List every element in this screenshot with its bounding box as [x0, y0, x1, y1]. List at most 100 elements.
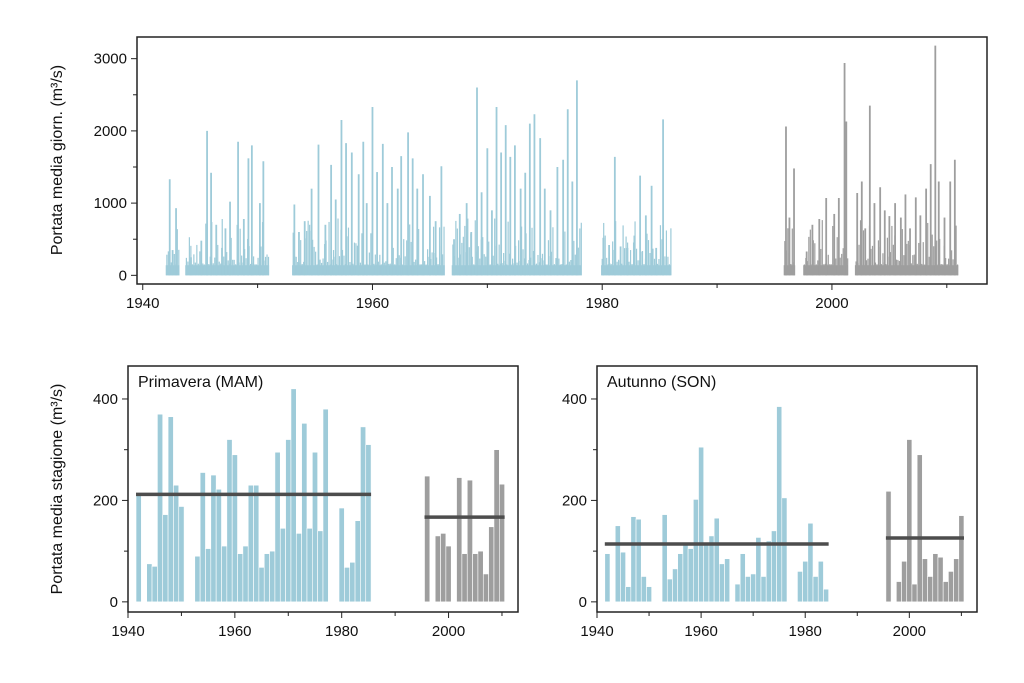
season-bar-recent — [493, 449, 500, 603]
season-bar-historic — [173, 484, 180, 603]
season-bar-historic — [215, 488, 222, 603]
season-bar-historic — [614, 525, 621, 603]
season-bar-historic — [682, 544, 689, 603]
season-bar-historic — [620, 551, 626, 603]
y-tick-label: 200 — [562, 492, 587, 509]
season-bar-historic — [360, 426, 367, 603]
season-bar-historic — [237, 553, 244, 603]
season-bar-recent — [911, 583, 918, 603]
season-bar-historic — [698, 446, 705, 603]
season-bar-historic — [635, 518, 642, 603]
season-bar-historic — [724, 558, 731, 603]
season-bar-historic — [226, 439, 233, 603]
season-bar-recent — [885, 490, 892, 603]
season-bar-historic — [349, 561, 356, 603]
y-tick-label: 3000 — [94, 51, 127, 68]
season-bar-historic — [221, 545, 228, 603]
daily-discharge-y-label: Portata media giorn. (m³/s) — [49, 65, 66, 255]
season-bar-historic — [247, 484, 254, 603]
y-tick-label: 1000 — [94, 195, 127, 212]
season-bar-recent — [472, 553, 479, 603]
season-bar-recent — [440, 533, 447, 603]
daily-discharge-marks — [165, 45, 959, 276]
season-bar-historic — [258, 567, 265, 603]
autumn-marks — [604, 406, 965, 603]
season-bar-recent — [499, 483, 505, 603]
season-bar-historic — [285, 439, 292, 603]
spring-axes: 1940 1960 1980 2000 0 200 400 — [93, 391, 503, 640]
season-bar-historic — [739, 553, 746, 603]
season-bar-historic — [231, 454, 238, 603]
season-bar-historic — [157, 413, 164, 603]
season-bar-recent — [424, 475, 431, 603]
season-bar-historic — [693, 499, 699, 603]
season-bar-historic — [274, 451, 281, 603]
season-bar-historic — [797, 571, 803, 603]
x-tick-label: 1980 — [789, 623, 822, 640]
daily-discharge-panel: 1940 1960 1980 2000 0 1000 2000 3000 Portata me… — [49, 36, 988, 312]
season-bar-historic — [306, 528, 313, 603]
season-bar-recent — [948, 571, 954, 603]
season-bar-historic — [776, 406, 783, 603]
season-bar-historic — [604, 553, 611, 603]
season-bar-historic — [823, 588, 829, 603]
spring-marks — [135, 388, 505, 603]
season-bar-historic — [263, 553, 270, 603]
x-tick-label: 1940 — [111, 623, 144, 640]
season-bar-historic — [625, 586, 632, 603]
x-tick-label: 1940 — [126, 295, 159, 312]
season-bar-historic — [745, 576, 751, 603]
autumn-axes: 1940 1960 1980 2000 0 200 400 — [562, 391, 962, 640]
season-bar-recent — [953, 558, 960, 603]
daily-discharge-frame — [136, 36, 988, 285]
season-bar-historic — [269, 550, 276, 603]
season-bar-historic — [734, 583, 741, 603]
season-bar-recent — [927, 576, 934, 603]
season-bar-historic — [253, 484, 260, 603]
season-bar-recent — [482, 573, 489, 603]
season-bar-historic — [765, 540, 772, 603]
season-bar-historic — [151, 566, 158, 603]
autumn-panel: 1940 1960 1980 2000 0 200 400 Autunno (SON) — [562, 365, 978, 640]
season-bar-historic — [713, 517, 720, 603]
season-bar-historic — [672, 568, 678, 603]
season-bar-historic — [771, 530, 777, 603]
season-bar-historic — [646, 586, 652, 603]
season-bar-historic — [719, 563, 725, 603]
season-bar-historic — [199, 472, 206, 603]
y-tick-label: 400 — [93, 391, 118, 408]
x-tick-label: 1960 — [356, 295, 389, 312]
season-bar-recent — [958, 515, 965, 603]
season-bar-recent — [906, 439, 913, 603]
season-bar-recent — [434, 535, 441, 603]
season-bar-historic — [750, 573, 757, 603]
season-bar-historic — [344, 567, 351, 603]
season-bar-historic — [640, 576, 647, 603]
season-bar-historic — [708, 535, 715, 603]
spring-title: Primavera (MAM) — [138, 374, 263, 391]
x-tick-label: 1960 — [684, 623, 717, 640]
season-bar-recent — [466, 479, 473, 603]
x-tick-label: 1940 — [580, 623, 613, 640]
daily-discharge-axes: 1940 1960 1980 2000 0 1000 2000 3000 — [94, 51, 948, 312]
y-tick-label: 0 — [119, 267, 127, 284]
season-bar-historic — [687, 548, 694, 603]
season-bar-historic — [630, 516, 637, 603]
season-bar-historic — [146, 563, 153, 603]
season-bar-recent — [488, 526, 495, 603]
season-bar-recent — [916, 454, 923, 603]
season-bar-historic — [781, 497, 788, 603]
x-tick-label: 1960 — [218, 623, 251, 640]
season-bar-historic — [317, 530, 324, 603]
season-bar-historic — [279, 528, 286, 603]
season-bar-historic — [677, 553, 684, 603]
season-bar-historic — [760, 576, 767, 603]
season-bar-historic — [802, 560, 809, 603]
season-bar-historic — [312, 451, 318, 603]
season-bar-historic — [162, 514, 169, 603]
seasonal-y-label: Portata media stagione (m³/s) — [49, 384, 66, 595]
season-bar-historic — [322, 408, 329, 603]
x-tick-label: 2000 — [815, 295, 848, 312]
season-bar-historic — [205, 548, 212, 603]
